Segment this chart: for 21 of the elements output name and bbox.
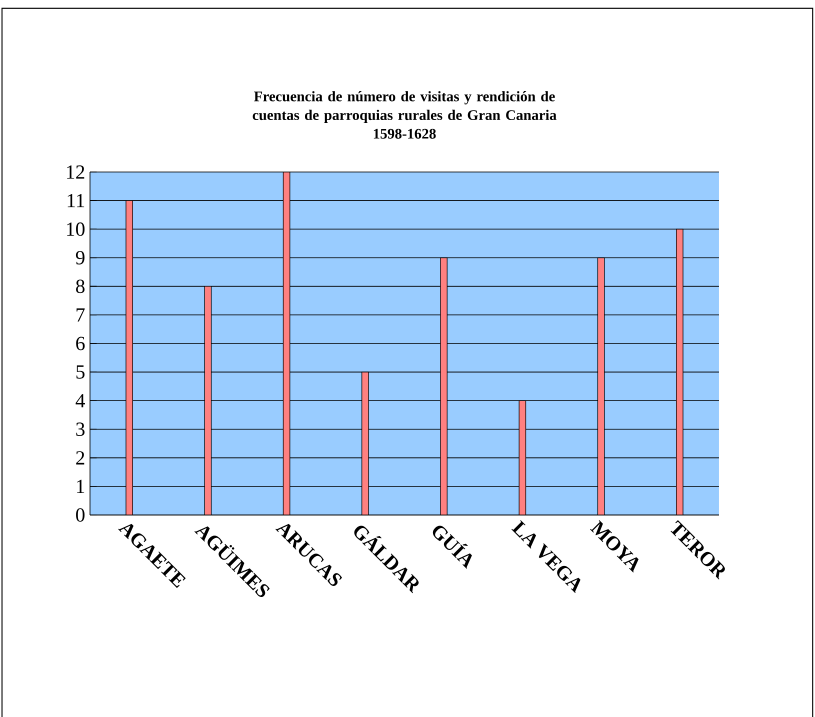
y-tick-label: 2	[76, 451, 84, 464]
y-tick-label: 3	[76, 422, 85, 436]
y-tick-label: 0	[76, 508, 85, 522]
y-tick-label: 12	[67, 165, 84, 179]
chart-subtitle: 1598-1628	[374, 128, 436, 139]
bar	[676, 228, 684, 515]
y-tick-label: 10	[67, 222, 85, 236]
y-tick-label: 1	[77, 480, 84, 494]
y-tick-label: 11	[68, 194, 84, 208]
bar	[597, 257, 605, 515]
bar	[126, 200, 133, 515]
bar	[440, 257, 448, 515]
y-tick-label: 5	[76, 365, 85, 379]
bar	[204, 286, 212, 515]
bar	[282, 172, 290, 515]
y-tick-label: 7	[76, 308, 85, 322]
y-tick-label: 4	[76, 394, 85, 408]
chart-title: Frecuencia de número de visitas y rendición de cuentas de parroquias rurales de Gran Canaria	[252, 91, 556, 124]
y-tick-label: 8	[76, 280, 85, 294]
y-tick-label: 9	[76, 251, 84, 264]
y-tick-label: 6	[76, 336, 85, 350]
